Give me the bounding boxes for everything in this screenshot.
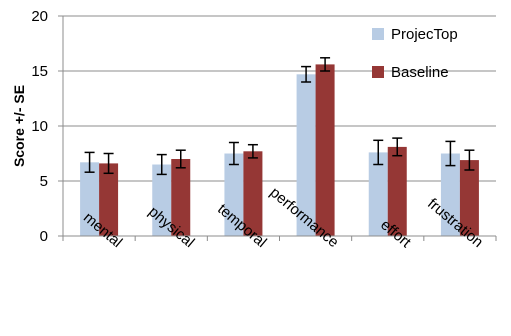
legend-label-baseline: Baseline: [391, 64, 449, 81]
bar-projectop-frustration: [440, 153, 460, 236]
bar-projectop-effort: [368, 152, 388, 236]
bars: [80, 64, 479, 237]
bar-baseline-mental: [99, 163, 119, 236]
bar-projectop-physical: [152, 164, 172, 236]
gridlines: [63, 15, 496, 182]
bar-baseline-physical: [171, 159, 191, 236]
bar-projectop-mental: [80, 162, 100, 236]
y-axis-title: Score +/- SE: [11, 85, 27, 167]
bar-baseline-performance: [315, 64, 335, 237]
error-bars: [84, 57, 475, 176]
bar-projectop-performance: [296, 74, 316, 236]
x-tick-label-effort: effort: [377, 216, 415, 251]
legend: ProjecTop Baseline: [372, 26, 458, 81]
legend-swatch-projectop: [372, 28, 384, 40]
legend-label-projectop: ProjecTop: [391, 26, 458, 43]
bar-baseline-effort: [387, 146, 407, 236]
y-tick-label: 20: [31, 8, 48, 25]
legend-swatch-baseline: [372, 66, 384, 78]
bar-baseline-temporal: [243, 151, 263, 236]
bar-projectop-temporal: [224, 153, 244, 236]
y-tick-label: 0: [40, 228, 48, 245]
y-tick-labels: 0 5 10 15 20: [31, 8, 63, 245]
y-tick-label: 10: [31, 118, 48, 135]
y-tick-label: 5: [40, 173, 48, 190]
y-tick-label: 15: [31, 63, 48, 80]
bar-baseline-frustration: [459, 160, 479, 236]
